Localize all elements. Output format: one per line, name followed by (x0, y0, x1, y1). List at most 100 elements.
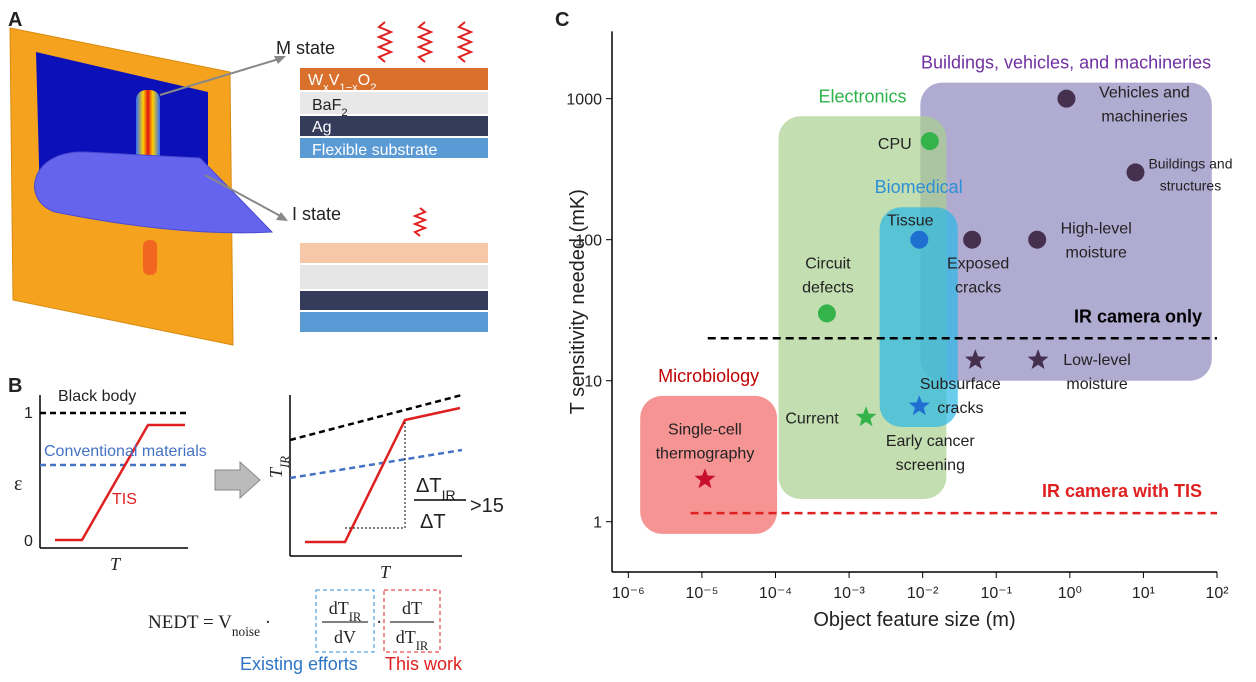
point-label: High-level (1061, 221, 1132, 238)
subscript: 2 (341, 107, 347, 119)
subscript: IR (278, 456, 292, 469)
y-tick-label: 1 (593, 515, 602, 532)
figure: A M state WxV1−xO2 BaF2 Ag Flexible subs… (0, 0, 1256, 677)
point-label: Circuit (805, 255, 851, 272)
tis-label: TIS (112, 491, 137, 508)
text-part: dT (396, 627, 416, 647)
i-state-label: I state (292, 204, 341, 224)
point-label: screening (896, 457, 965, 474)
point (1028, 231, 1046, 249)
equation: NEDT = Vnoise · (148, 612, 271, 639)
point-label: Subsurface (920, 376, 1001, 393)
conventional-line (290, 450, 462, 478)
text-part: Flexible substrate (312, 142, 437, 159)
left-axes (40, 395, 188, 548)
x-tick-label: 10⁻⁶ (612, 585, 645, 602)
equation-term: dV (334, 627, 356, 647)
point-label: moisture (1066, 245, 1127, 262)
point-label: Early cancer (886, 433, 976, 450)
layer-label: Ag (312, 119, 332, 136)
point (910, 231, 928, 249)
reference-label: IR camera with TIS (1042, 481, 1202, 501)
arrow (215, 462, 260, 498)
point-label: Tissue (887, 213, 934, 230)
equation-term: dTIR (396, 627, 429, 653)
point-label: Low-level (1063, 352, 1131, 369)
point-label: thermography (656, 445, 755, 462)
layer (300, 291, 488, 310)
text-part: dT (329, 598, 349, 618)
text-part: BaF (312, 97, 342, 114)
point-label: cracks (955, 280, 1001, 297)
point (921, 132, 939, 150)
panel-letter: B (8, 375, 22, 397)
text-part: Ag (312, 119, 332, 136)
y-axis-label: T sensitivity needed (mK) (567, 189, 589, 414)
point-label: structures (1160, 177, 1221, 193)
hotspot-faded (143, 240, 157, 275)
point-label: Vehicles and (1099, 85, 1190, 102)
ratio-denominator: ΔT (420, 511, 446, 533)
axis-value: 0 (24, 533, 33, 550)
region-label: Biomedical (875, 177, 963, 197)
point (963, 231, 981, 249)
point-label: Single-cell (668, 421, 742, 438)
x-tick-label: 10⁻¹ (980, 585, 1012, 602)
subscript: IR (416, 639, 429, 653)
point (1126, 163, 1144, 181)
subscript: 2 (370, 82, 376, 94)
point-label: Current (785, 410, 839, 427)
conventional-label: Conventional materials (44, 443, 207, 460)
y-axis-label: ε (14, 473, 22, 495)
point (1057, 90, 1075, 108)
point-label: Buildings and (1148, 155, 1232, 171)
black-body-label: Black body (58, 388, 136, 405)
text-part: W (308, 72, 324, 89)
this-work: This work (385, 654, 463, 674)
x-tick-label: 10⁻⁵ (685, 585, 718, 602)
subscript: noise (232, 624, 260, 639)
black-body-line (290, 395, 462, 440)
point-label: moisture (1066, 376, 1127, 393)
x-tick-label: 10² (1205, 585, 1229, 602)
point (818, 304, 836, 322)
point-label: Exposed (947, 256, 1009, 273)
x-axis-label: T (110, 554, 122, 574)
region-label: Electronics (818, 86, 906, 106)
text-part: O (358, 72, 370, 89)
panel-letter: C (555, 9, 569, 31)
equation-term: dT (402, 598, 422, 618)
layer (300, 312, 488, 332)
x-axis-label: T (380, 562, 392, 582)
region-label: Buildings, vehicles, and machineries (921, 53, 1211, 73)
point-label: cracks (937, 400, 983, 417)
text-part: NEDT = V (148, 612, 232, 633)
reference-label: IR camera only (1074, 306, 1202, 326)
subscript: 1−x (339, 82, 358, 94)
point-label: machineries (1101, 109, 1187, 126)
ratio-threshold: >15 (470, 495, 504, 517)
ratio-numerator: ΔTIR (416, 475, 456, 503)
axis-value: 1 (24, 405, 33, 422)
text-part: · (260, 612, 271, 633)
arrow-head (276, 212, 288, 221)
x-tick-label: 10⁻³ (833, 585, 865, 602)
layer-label: Flexible substrate (312, 142, 437, 159)
region-label: Microbiology (658, 366, 759, 386)
layer (300, 265, 488, 289)
point-label: defects (802, 279, 854, 296)
layer (300, 243, 488, 263)
text-part: ΔT (416, 475, 442, 497)
x-tick-label: 10⁻² (907, 585, 939, 602)
x-tick-label: 10¹ (1132, 585, 1155, 602)
equation-dot: · (376, 612, 382, 633)
x-axis-label: Object feature size (m) (813, 609, 1015, 631)
text-part: V (329, 72, 340, 89)
x-tick-label: 10⁰ (1058, 585, 1082, 602)
y-axis-label: TIR (266, 456, 292, 478)
equation-term: dTIR (329, 598, 362, 624)
existing-efforts: Existing efforts (240, 654, 358, 674)
m-state-label: M state (276, 38, 335, 58)
point-label: CPU (878, 136, 912, 153)
y-tick-label: 1000 (566, 92, 602, 109)
